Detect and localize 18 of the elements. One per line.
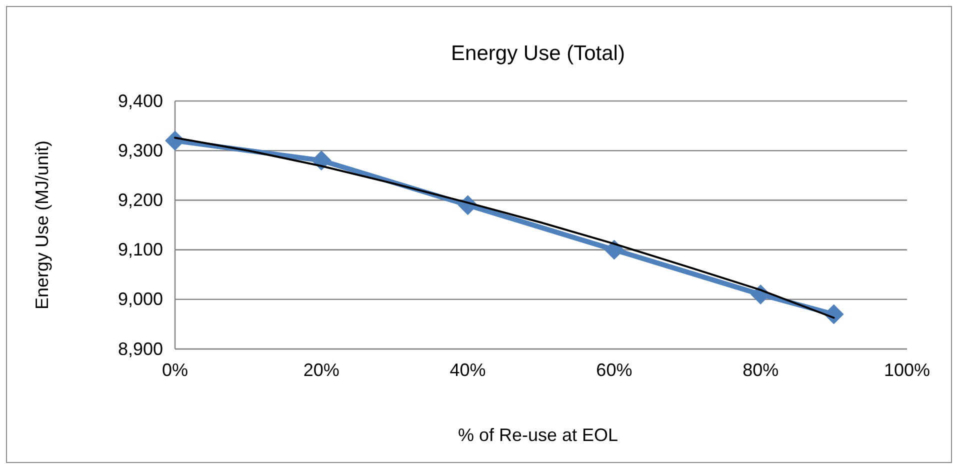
y-tick-label: 8,900 (118, 338, 163, 359)
point (311, 150, 332, 171)
point (165, 130, 185, 151)
y-tick-label: 9,100 (118, 240, 163, 260)
y-axis-title: Energy Use (MJ/unit) (32, 140, 52, 310)
x-tick-label: 0% (162, 360, 188, 380)
x-axis-title: % of Re-use at EOL (458, 425, 618, 445)
point (604, 240, 624, 260)
x-tick-label: 80% (742, 360, 779, 380)
chart-title: Energy Use (Total) (451, 42, 625, 65)
y-tick-label: 9,200 (118, 190, 163, 210)
x-tick-label: 100% (884, 360, 930, 380)
y-tick-label: 9,400 (118, 90, 163, 111)
x-tick-label: 60% (596, 360, 632, 380)
x-tick-label: 20% (303, 360, 340, 380)
y-tick-label: 9,300 (118, 140, 163, 160)
x-tick-label: 40% (450, 360, 486, 380)
y-tick-label: 9,000 (118, 289, 163, 310)
